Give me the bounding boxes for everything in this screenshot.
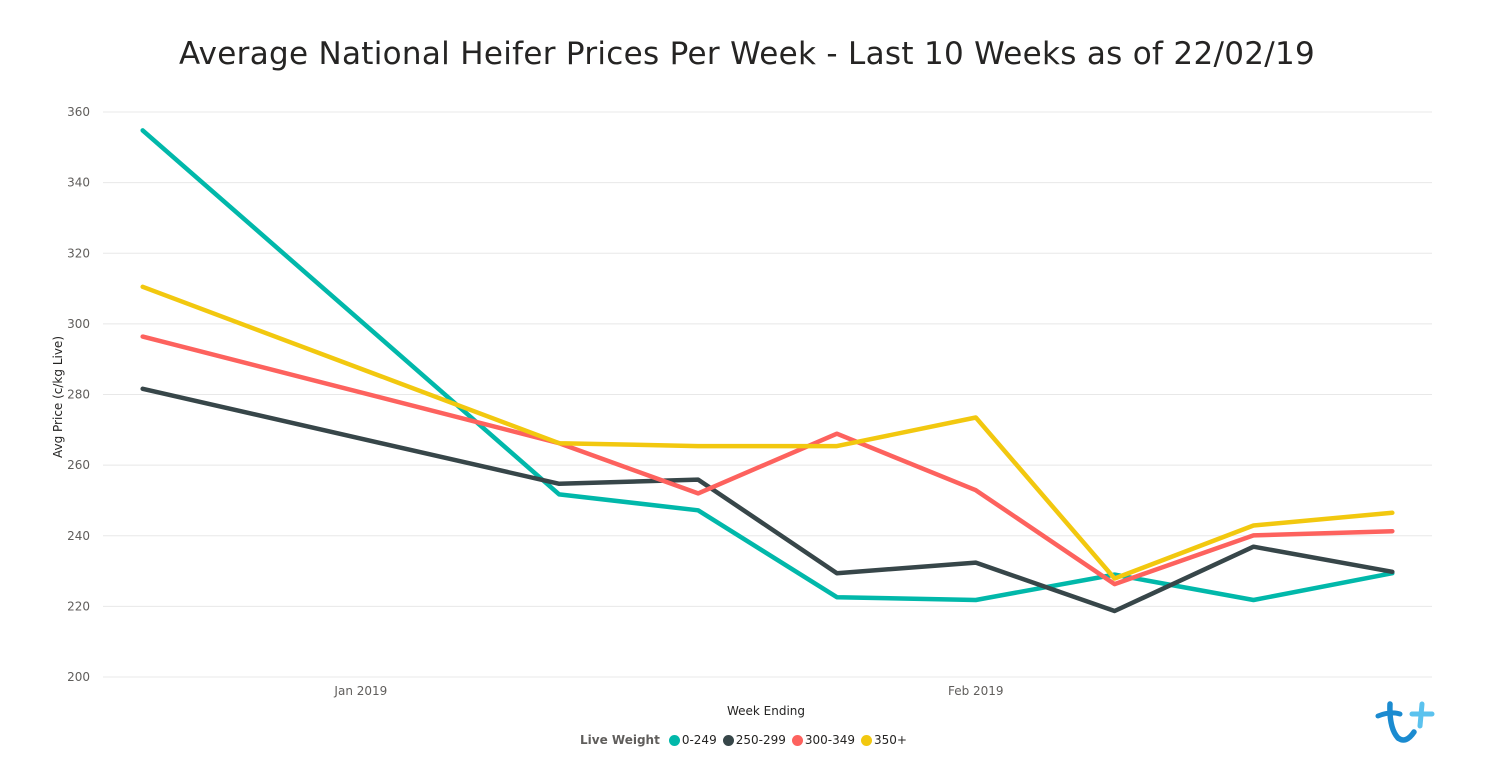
series-line-250-299 (140, 386, 1395, 614)
legend-label: 300-349 (804, 733, 855, 747)
x-tick-label: Feb 2019 (948, 684, 1004, 698)
y-tick-label: 280 (67, 388, 90, 402)
y-tick-label: 300 (67, 317, 90, 331)
legend-marker (722, 734, 734, 746)
series-line-350+ (140, 284, 1395, 581)
legend-item-350+[interactable]: 350+ (860, 733, 907, 747)
brand-logo-icon (1375, 701, 1435, 743)
series-lines (140, 128, 1395, 614)
legend: Live Weight 0-249 250-299 300-349 350+ (580, 733, 913, 747)
legend-marker (860, 734, 872, 746)
chart-title: Average National Heifer Prices Per Week … (178, 36, 1316, 72)
x-axis-ticks: Jan 2019 Feb 2019 (333, 684, 1003, 698)
y-tick-label: 320 (67, 246, 90, 260)
y-tick-label: 340 (67, 176, 90, 190)
y-axis-title: Avg Price (c/kg Live) (51, 336, 65, 458)
legend-item-300-349[interactable]: 300-349 (791, 733, 855, 747)
y-tick-label: 200 (67, 670, 90, 684)
legend-label: 350+ (873, 733, 907, 747)
y-tick-label: 220 (67, 599, 90, 613)
legend-marker (668, 734, 680, 746)
y-tick-label: 240 (67, 529, 90, 543)
series-line-300-349 (140, 334, 1395, 587)
legend-title: Live Weight (580, 733, 660, 747)
legend-marker (791, 734, 803, 746)
x-tick-label: Jan 2019 (333, 684, 387, 698)
legend-label: 250-299 (735, 733, 786, 747)
legend-label: 0-249 (681, 733, 717, 747)
gridlines (103, 111, 1432, 678)
y-axis-ticks: 200 220 240 260 280 300 320 340 360 (67, 105, 90, 684)
x-axis-title: Week Ending (727, 704, 805, 718)
y-tick-label: 260 (67, 458, 90, 472)
y-tick-label: 360 (67, 105, 90, 119)
series-line-0-249 (140, 128, 1395, 603)
legend-item-0-249[interactable]: 0-249 (668, 733, 717, 747)
legend-item-250-299[interactable]: 250-299 (722, 733, 786, 747)
